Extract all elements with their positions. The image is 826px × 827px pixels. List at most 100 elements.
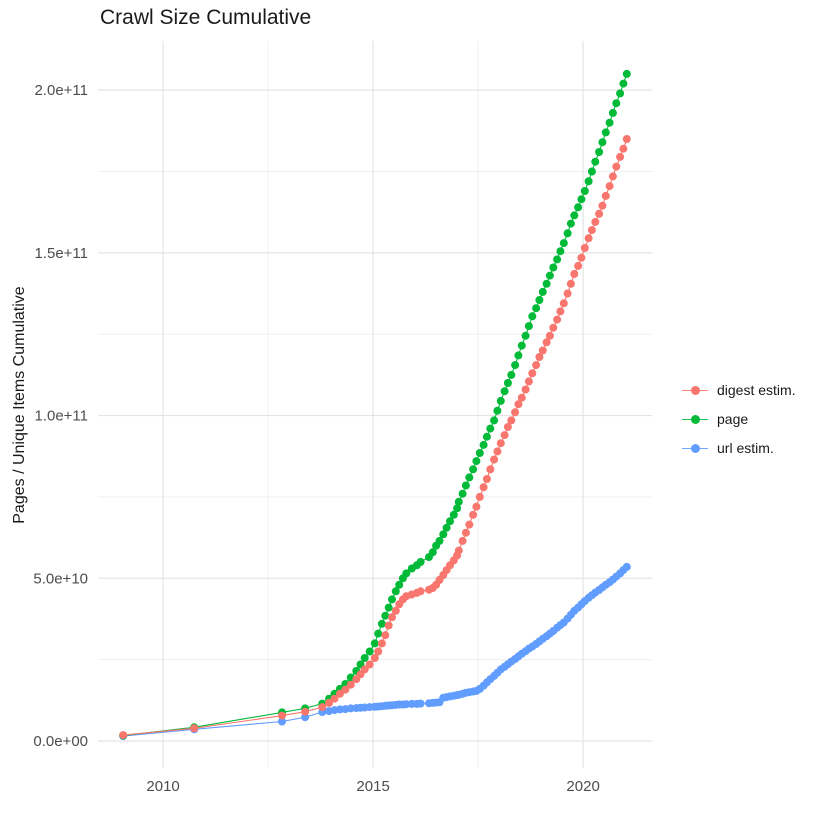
data-point xyxy=(119,731,128,740)
data-point xyxy=(458,536,467,545)
data-point xyxy=(493,447,502,456)
data-point xyxy=(479,483,488,492)
data-point xyxy=(524,377,533,386)
data-point xyxy=(514,351,523,360)
data-point xyxy=(601,191,610,200)
chart-title: Crawl Size Cumulative xyxy=(100,6,312,29)
data-point xyxy=(570,270,579,278)
data-point xyxy=(591,217,600,226)
data-point xyxy=(318,703,327,712)
data-point xyxy=(532,304,541,313)
data-point xyxy=(553,255,562,264)
data-point xyxy=(465,520,474,529)
y-tick-label: 0.0e+00 xyxy=(33,733,88,750)
data-point xyxy=(584,177,593,186)
series-url-estim- xyxy=(119,562,631,741)
series-digest-estim- xyxy=(119,135,631,740)
data-point xyxy=(503,423,512,431)
data-point xyxy=(370,639,379,648)
data-point xyxy=(388,595,396,604)
data-point xyxy=(517,341,526,350)
data-point xyxy=(469,465,478,474)
data-point xyxy=(511,361,520,370)
data-point xyxy=(535,353,544,361)
data-point xyxy=(549,263,558,272)
data-point xyxy=(542,279,551,288)
data-point xyxy=(574,261,583,270)
data-point xyxy=(566,219,575,228)
data-point xyxy=(469,510,478,519)
data-point xyxy=(514,400,523,409)
x-tick-label: 2015 xyxy=(356,778,389,795)
data-point xyxy=(556,247,565,256)
data-point xyxy=(453,504,462,513)
data-point xyxy=(595,148,604,156)
data-point xyxy=(335,689,344,698)
data-point xyxy=(482,432,491,441)
data-point xyxy=(330,694,339,703)
data-point xyxy=(535,296,544,304)
legend-item-url-estim: url estim. xyxy=(682,437,796,459)
data-point xyxy=(553,315,562,324)
data-point xyxy=(278,711,286,720)
data-point xyxy=(605,118,614,127)
data-point xyxy=(528,369,537,378)
data-point xyxy=(190,724,199,733)
legend-label: digest estim. xyxy=(717,382,796,398)
data-point xyxy=(360,665,369,674)
data-point xyxy=(507,370,516,379)
data-point xyxy=(559,239,568,248)
data-point xyxy=(475,449,484,457)
data-point xyxy=(439,530,448,539)
data-point xyxy=(580,244,589,252)
data-point xyxy=(521,331,530,340)
data-point xyxy=(587,167,596,176)
data-point xyxy=(442,523,451,532)
data-point xyxy=(486,424,495,433)
data-point xyxy=(388,613,396,622)
data-point xyxy=(446,517,454,526)
data-point xyxy=(591,157,600,166)
data-point xyxy=(619,144,628,153)
data-point xyxy=(511,408,520,417)
data-point xyxy=(507,416,516,425)
data-point xyxy=(374,629,383,638)
data-point xyxy=(416,587,425,596)
data-point xyxy=(384,603,393,612)
data-point xyxy=(435,536,444,545)
data-point xyxy=(486,465,495,474)
data-point xyxy=(619,79,628,88)
data-point xyxy=(370,654,379,662)
data-point xyxy=(577,253,586,262)
data-point xyxy=(517,393,526,402)
data-point xyxy=(545,271,554,280)
data-point xyxy=(465,473,474,482)
data-point xyxy=(559,299,568,308)
data-point xyxy=(503,379,512,387)
data-point xyxy=(598,201,607,210)
data-point xyxy=(608,108,617,117)
data-point xyxy=(538,346,547,355)
data-point xyxy=(493,406,502,415)
data-point xyxy=(377,619,386,628)
legend-label: url estim. xyxy=(717,440,774,456)
data-point xyxy=(545,331,554,340)
data-point xyxy=(500,431,509,440)
data-point xyxy=(341,685,350,694)
data-point xyxy=(377,639,386,648)
y-tick-label: 1.5e+11 xyxy=(34,245,88,262)
data-point xyxy=(374,647,383,656)
data-point xyxy=(461,528,470,537)
data-point xyxy=(556,307,565,316)
data-point xyxy=(490,416,499,425)
legend-item-digest-estim: digest estim. xyxy=(682,379,796,401)
data-point xyxy=(608,172,617,181)
gridlines-minor xyxy=(98,41,652,768)
x-tick-label: 2010 xyxy=(146,778,179,795)
data-point xyxy=(458,489,467,498)
data-point xyxy=(454,497,463,506)
data-point xyxy=(570,211,579,220)
data-point xyxy=(381,611,390,620)
legend-label: page xyxy=(717,411,749,427)
data-point xyxy=(301,713,310,722)
